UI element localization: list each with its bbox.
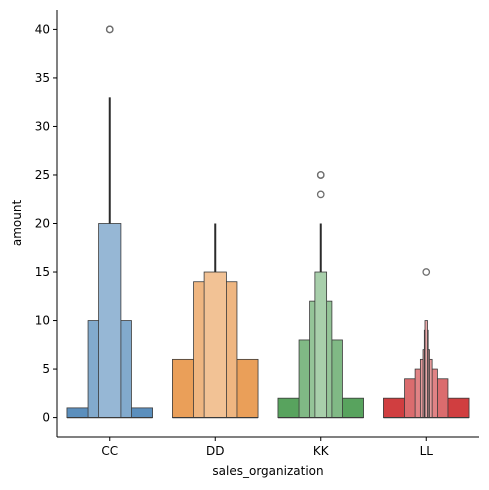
x-tick-label: LL xyxy=(420,444,434,458)
boxen-ll xyxy=(383,268,470,419)
boxen-level-box xyxy=(314,271,328,418)
y-tick-label: 15 xyxy=(35,265,50,279)
y-tick-label: 35 xyxy=(35,71,50,85)
plot-area xyxy=(66,25,470,419)
boxen-level-box xyxy=(319,223,322,273)
boxen-dd xyxy=(172,223,259,419)
ticks: 0 5 10 15 20 25 30 35 40 CC DD KK LL xyxy=(35,22,434,458)
x-tick-label: KK xyxy=(313,444,330,458)
y-tick-label: 25 xyxy=(35,168,50,182)
boxen-level-box xyxy=(108,97,111,224)
boxen-kk xyxy=(277,171,364,419)
x-axis-title: sales_organization xyxy=(212,464,323,478)
y-tick-label: 40 xyxy=(35,22,50,36)
x-tick-label: CC xyxy=(101,444,118,458)
outlier-point xyxy=(316,190,325,199)
y-tick-label: 5 xyxy=(42,362,50,376)
boxen-level-box xyxy=(424,320,428,418)
boxen-level-box xyxy=(203,271,227,418)
outlier-point xyxy=(316,171,325,179)
y-tick-label: 10 xyxy=(35,314,50,328)
outlier-point xyxy=(422,268,431,276)
outlier-point xyxy=(105,25,114,34)
x-tick-label: DD xyxy=(206,444,224,458)
boxen-level-box xyxy=(98,223,122,418)
y-tick-label: 0 xyxy=(42,411,50,425)
y-tick-label: 30 xyxy=(35,119,50,133)
y-axis-title: amount xyxy=(10,200,24,247)
y-tick-label: 20 xyxy=(35,217,50,231)
boxen-level-box xyxy=(214,223,217,273)
boxen-cc xyxy=(66,25,153,419)
